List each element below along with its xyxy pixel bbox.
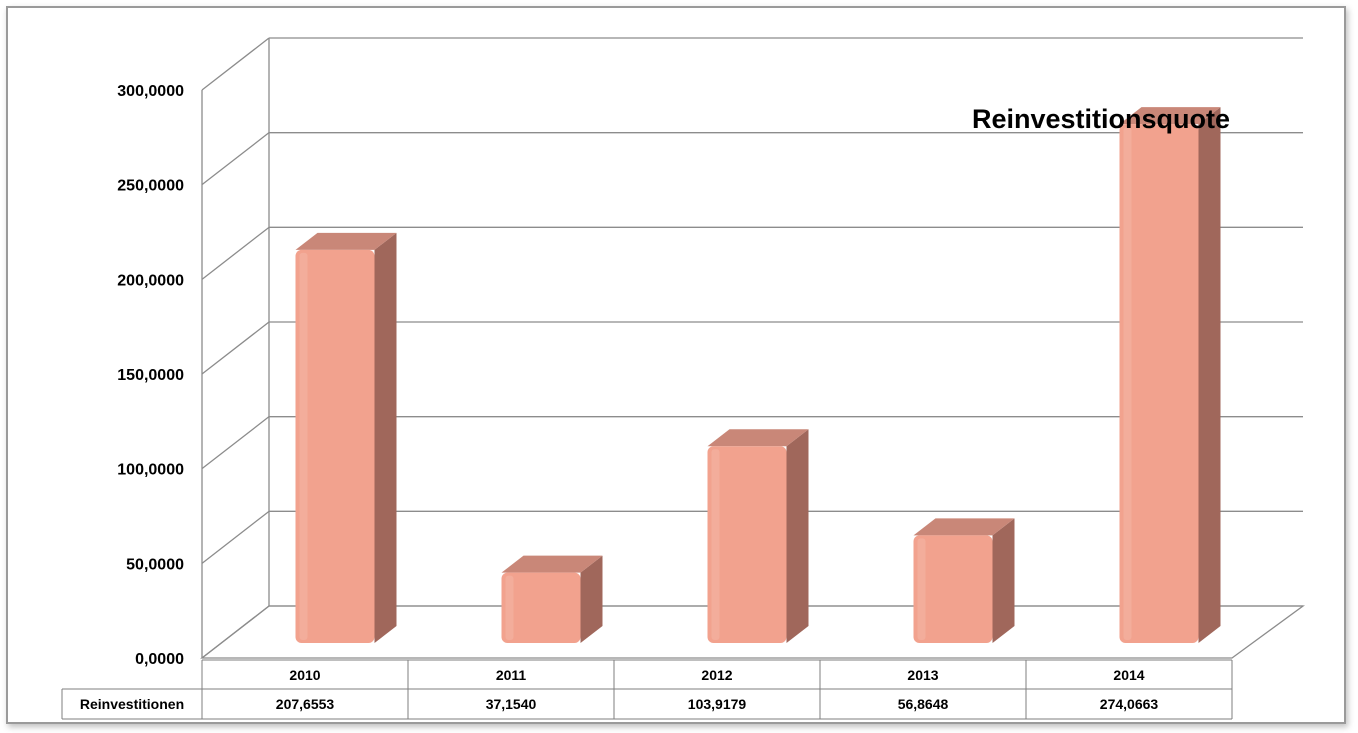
y-tick-label: 100,0000: [117, 462, 184, 479]
table-value: 56,8648: [898, 696, 949, 712]
x-tick-label: 2011: [496, 667, 527, 683]
bar-top: [913, 518, 1015, 536]
bar-side: [374, 232, 397, 643]
table-value: 37,1540: [486, 696, 537, 712]
gridline-depth: [201, 321, 270, 375]
bar-front: [501, 572, 581, 643]
bar-top: [1119, 107, 1221, 125]
chart-title: Reinvestitionsquote: [972, 104, 1230, 134]
bar-top: [707, 429, 809, 447]
gridline-depth: [201, 510, 270, 564]
gridline-depth: [201, 226, 270, 280]
y-axis: 0,0000 50,0000 100,0000 150,0000 200,0000 250…: [117, 83, 184, 668]
data-table: 2010 207,6553 2011 37,1540 2012 103,9179 2013 5…: [61, 659, 1233, 720]
bar-side: [580, 555, 603, 643]
bar-side: [1198, 107, 1221, 643]
table-value: 103,9179: [688, 696, 747, 712]
bar-highlight: [299, 252, 308, 640]
bar-highlight: [1123, 127, 1132, 640]
x-tick-label: 2012: [701, 667, 732, 683]
y-tick-label: 50,0000: [126, 556, 184, 573]
bar-front: [295, 249, 375, 643]
x-tick-label: 2013: [907, 667, 938, 683]
bar: [501, 555, 603, 643]
x-tick-label: 2010: [289, 667, 320, 683]
y-tick-label: 0,0000: [135, 651, 184, 668]
bar: [707, 429, 809, 643]
y-tick-label: 300,0000: [117, 83, 184, 100]
bar-top: [295, 232, 397, 250]
bar: [1119, 107, 1221, 643]
y-tick-label: 150,0000: [117, 367, 184, 384]
x-tick-label: 2014: [1113, 667, 1144, 683]
bar-highlight: [917, 538, 926, 640]
bar-front: [707, 446, 787, 643]
bar-highlight: [505, 575, 514, 640]
floor: [200, 605, 1305, 659]
bar: [295, 232, 397, 643]
y-tick-label: 250,0000: [117, 178, 184, 195]
gridline-depth: [201, 132, 270, 186]
bar-side: [992, 518, 1015, 643]
bar-front: [1119, 124, 1199, 643]
gridline-depth: [201, 37, 270, 91]
bar-side: [786, 429, 809, 643]
table-value: 274,0663: [1100, 696, 1159, 712]
table-value: 207,6553: [276, 696, 335, 712]
y-tick-label: 200,0000: [117, 272, 184, 289]
bar-top: [501, 555, 603, 573]
series-name: Reinvestitionen: [80, 696, 184, 712]
bar-highlight: [711, 449, 720, 640]
bar: [913, 518, 1015, 643]
gridline-depth: [201, 416, 270, 470]
bar-front: [913, 535, 993, 643]
bars: [295, 107, 1221, 643]
